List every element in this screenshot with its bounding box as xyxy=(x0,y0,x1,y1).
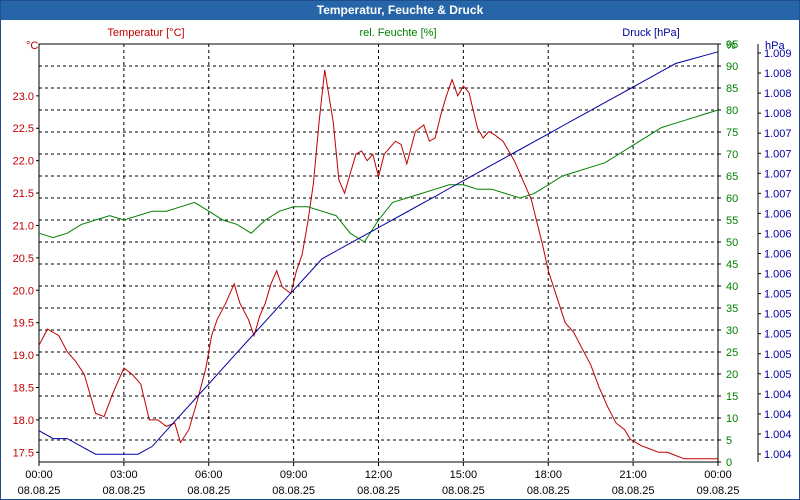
x-tick-time: 00:00 xyxy=(704,469,732,481)
pressure-tick-label: 1.005 xyxy=(764,369,792,381)
x-tick-date: 08.08.25 xyxy=(102,485,145,497)
series-line-humidity xyxy=(38,109,719,243)
humidity-tick-label: 0 xyxy=(726,457,732,469)
pressure-tick-label: 1.006 xyxy=(764,228,792,240)
series-line-temperature xyxy=(38,69,718,460)
humidity-tick-label: 50 xyxy=(726,237,738,249)
humidity-tick-label: 55 xyxy=(726,215,738,227)
humidity-tick-label: 20 xyxy=(726,369,738,381)
pressure-tick-label: 1.007 xyxy=(764,148,792,160)
pressure-tick-label: 1.007 xyxy=(764,168,792,180)
pressure-tick-label: 1.006 xyxy=(764,208,792,220)
pressure-tick-label: 1.004 xyxy=(764,389,792,401)
temperature-tick-label: 19.5 xyxy=(13,318,34,330)
humidity-tick-label: 80 xyxy=(726,105,738,117)
humidity-tick-label: 65 xyxy=(726,171,738,183)
humidity-tick-label: 25 xyxy=(726,347,738,359)
humidity-tick-label: 40 xyxy=(726,281,738,293)
humidity-tick-label: 10 xyxy=(726,413,738,425)
humidity-tick-label: 90 xyxy=(726,61,738,73)
humidity-tick-label: 45 xyxy=(726,259,738,271)
x-tick-date: 08.08.25 xyxy=(187,485,230,497)
pressure-tick-label: 1.009 xyxy=(764,48,792,60)
humidity-tick-label: 95 xyxy=(726,39,738,51)
pressure-tick-label: 1.005 xyxy=(764,309,792,321)
x-tick-date: 08.08.25 xyxy=(612,485,655,497)
pressure-tick-label: 1.008 xyxy=(764,88,792,100)
legend-pressure: Druck [hPa] xyxy=(622,27,679,39)
x-tick-date: 08.08.25 xyxy=(18,485,61,497)
temperature-tick-label: 20.0 xyxy=(13,285,34,297)
x-tick-date: 09.08.25 xyxy=(697,485,740,497)
temperature-tick-label: 22.0 xyxy=(13,156,34,168)
series-line-pressure xyxy=(38,51,719,455)
humidity-tick-label: 85 xyxy=(726,83,738,95)
x-tick-time: 09:00 xyxy=(280,469,308,481)
series-layer xyxy=(38,51,719,460)
pressure-unit: hPa xyxy=(765,40,785,52)
pressure-tick-label: 1.008 xyxy=(764,108,792,120)
pressure-tick-label: 1.007 xyxy=(764,188,792,200)
humidity-tick-label: 5 xyxy=(726,435,732,447)
pressure-tick-label: 1.005 xyxy=(764,289,792,301)
temperature-tick-label: 20.5 xyxy=(13,253,34,265)
x-tick-date: 08.08.25 xyxy=(527,485,570,497)
x-tick-date: 08.08.25 xyxy=(357,485,400,497)
x-tick-time: 21:00 xyxy=(619,469,647,481)
temperature-tick-label: 18.0 xyxy=(13,415,34,427)
temperature-unit: °C xyxy=(26,40,38,52)
humidity-tick-label: 70 xyxy=(726,149,738,161)
humidity-unit: % xyxy=(726,40,736,52)
x-tick-date: 08.08.25 xyxy=(442,485,485,497)
x-tick-time: 00:00 xyxy=(25,469,53,481)
pressure-tick-label: 1.006 xyxy=(764,249,792,261)
temperature-tick-label: 23.0 xyxy=(13,91,34,103)
x-tick-time: 12:00 xyxy=(365,469,393,481)
temperature-tick-label: 19.0 xyxy=(13,350,34,362)
axis-layer: 17.5 18.0 18.5 19.0 19.5 20.0 20.5 21.0 21.5 22.0… xyxy=(13,27,792,497)
x-tick-date: 08.08.25 xyxy=(272,485,315,497)
x-tick-time: 03:00 xyxy=(110,469,138,481)
temperature-tick-label: 18.5 xyxy=(13,382,34,394)
temperature-tick-label: 17.5 xyxy=(13,447,34,459)
temperature-tick-label: 21.5 xyxy=(13,188,34,200)
legend-temperature: Temperatur [°C] xyxy=(107,27,184,39)
pressure-tick-label: 1.007 xyxy=(764,128,792,140)
humidity-tick-label: 35 xyxy=(726,303,738,315)
pressure-tick-label: 1.004 xyxy=(764,429,792,441)
chart-title: Temperatur, Feuchte & Druck xyxy=(1,1,799,20)
pressure-tick-label: 1.004 xyxy=(764,449,792,461)
pressure-tick-label: 1.005 xyxy=(764,349,792,361)
humidity-tick-label: 30 xyxy=(726,325,738,337)
pressure-tick-label: 1.004 xyxy=(764,409,792,421)
legend-humidity: rel. Feuchte [%] xyxy=(359,27,436,39)
humidity-tick-label: 75 xyxy=(726,127,738,139)
temperature-tick-label: 22.5 xyxy=(13,123,34,135)
pressure-tick-label: 1.006 xyxy=(764,269,792,281)
x-tick-time: 06:00 xyxy=(195,469,223,481)
x-tick-time: 15:00 xyxy=(450,469,478,481)
temperature-tick-label: 21.0 xyxy=(13,220,34,232)
humidity-tick-label: 15 xyxy=(726,391,738,403)
humidity-tick-label: 60 xyxy=(726,193,738,205)
x-tick-time: 18:00 xyxy=(534,469,562,481)
pressure-tick-label: 1.008 xyxy=(764,68,792,80)
grid-layer xyxy=(38,43,719,463)
pressure-tick-label: 1.005 xyxy=(764,329,792,341)
